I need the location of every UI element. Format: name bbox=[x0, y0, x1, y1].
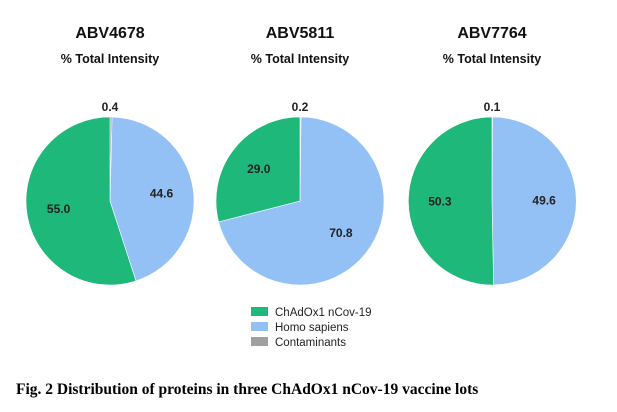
data-label: 29.0 bbox=[247, 162, 271, 176]
data-label: 55.0 bbox=[47, 202, 71, 216]
pie-chart-3: ABV7764 % Total Intensity 0.1 49.6 50.3 bbox=[408, 25, 577, 286]
data-label: 44.6 bbox=[150, 187, 174, 201]
pie-title: ABV4678 bbox=[75, 25, 144, 42]
legend: ChAdOx1 nCov-19 Homo sapiens Contaminants bbox=[251, 307, 372, 349]
pie-title: ABV5811 bbox=[266, 25, 335, 42]
pie-slice-chadox1-ncov-19 bbox=[25, 116, 137, 286]
pie-chart-2: ABV5811 % Total Intensity 0.2 70.8 29.0 bbox=[215, 25, 385, 286]
pie-subtitle: % Total Intensity bbox=[61, 52, 159, 66]
legend-label: Contaminants bbox=[275, 337, 346, 349]
pie-title: ABV7764 bbox=[457, 25, 526, 42]
data-label: 0.2 bbox=[292, 100, 309, 114]
data-label: 0.4 bbox=[102, 100, 119, 114]
data-label: 0.1 bbox=[484, 100, 501, 114]
data-label: 50.3 bbox=[428, 195, 452, 209]
pie-charts: ABV4678 % Total Intensity 0.4 44.6 55.0 ABV58… bbox=[25, 25, 577, 349]
pie-slice-homo-sapiens bbox=[218, 116, 385, 286]
legend-swatch bbox=[251, 307, 268, 316]
pie-subtitle: % Total Intensity bbox=[251, 52, 349, 66]
pie-slice-homo-sapiens bbox=[491, 116, 577, 286]
pie-slice-chadox1-ncov-19 bbox=[215, 116, 301, 223]
pie-slice-chadox1-ncov-19 bbox=[408, 116, 494, 286]
legend-label: Homo sapiens bbox=[275, 322, 349, 334]
legend-swatch bbox=[251, 337, 268, 346]
data-label: 70.8 bbox=[329, 226, 353, 240]
pie-subtitle: % Total Intensity bbox=[443, 52, 541, 66]
legend-label: ChAdOx1 nCov-19 bbox=[275, 307, 372, 319]
pie-chart-1: ABV4678 % Total Intensity 0.4 44.6 55.0 bbox=[25, 25, 195, 286]
pie-slice-homo-sapiens bbox=[109, 116, 195, 282]
data-label: 49.6 bbox=[532, 194, 556, 208]
legend-swatch bbox=[251, 322, 268, 331]
figure-caption: Fig. 2 Distribution of proteins in three… bbox=[16, 381, 479, 398]
